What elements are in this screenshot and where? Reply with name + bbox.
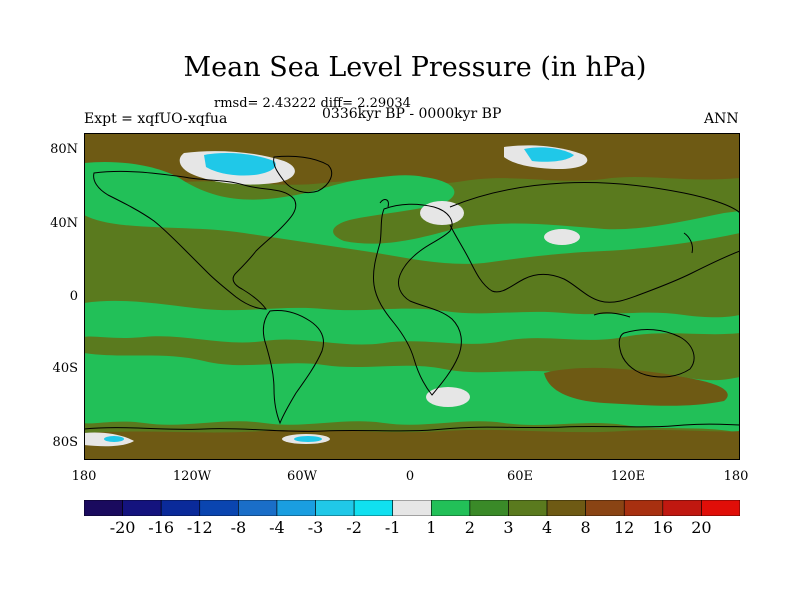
colorbar-label-3: -8 bbox=[230, 518, 247, 537]
colorbar-swatch-12 bbox=[546, 500, 586, 516]
field-gray-south-atlantic bbox=[426, 387, 470, 407]
field-cyan-weddell bbox=[104, 436, 124, 442]
coast-asia bbox=[449, 181, 740, 303]
lon-label-60e: 60E bbox=[506, 469, 534, 484]
lat-label-40n: 40N bbox=[50, 216, 78, 231]
field-tropical-green bbox=[84, 300, 740, 345]
coast-indonesia bbox=[593, 312, 631, 318]
season-label: ANN bbox=[704, 111, 739, 127]
lat-label-80n: 80N bbox=[50, 142, 78, 157]
field-antarctic-brown bbox=[84, 429, 740, 460]
coast-antarctica bbox=[84, 423, 740, 432]
field-gray-asia bbox=[544, 229, 580, 245]
coast-greenland bbox=[273, 155, 333, 194]
period-label: 0336kyr BP - 0000kyr BP bbox=[322, 106, 502, 122]
colorbar-label-14: 16 bbox=[652, 518, 673, 537]
colorbar-label-1: -16 bbox=[148, 518, 175, 537]
lon-label-60w: 60W bbox=[287, 469, 317, 484]
lon-label-180w: 180 bbox=[71, 469, 97, 484]
lat-label-0: 0 bbox=[69, 289, 78, 304]
colorbar-label-0: -20 bbox=[109, 518, 136, 537]
colorbar-label-5: -3 bbox=[307, 518, 324, 537]
colorbar-label-7: -1 bbox=[384, 518, 401, 537]
coast-europe-africa bbox=[373, 203, 462, 396]
lat-label-40s: 40S bbox=[52, 361, 78, 376]
colorbar-swatch-14 bbox=[623, 500, 664, 516]
colorbar-swatch-5 bbox=[276, 500, 316, 516]
lat-label-80s: 80S bbox=[52, 435, 78, 450]
pressure-map bbox=[84, 133, 740, 460]
colorbar-label-9: 2 bbox=[464, 518, 475, 537]
field-cyan-siberia bbox=[524, 147, 574, 162]
field-south-brown bbox=[544, 367, 728, 406]
lon-label-120w: 120W bbox=[172, 469, 212, 484]
colorbar-swatch-1 bbox=[122, 500, 162, 516]
colorbar-swatch-3 bbox=[199, 500, 239, 516]
colorbar-label-15: 20 bbox=[691, 518, 712, 537]
colorbar-label-4: -4 bbox=[269, 518, 285, 537]
stats-label: rmsd= 2.43222 diff= 2.29034 bbox=[214, 96, 411, 111]
coast-south-america bbox=[262, 310, 324, 425]
colorbar-label-6: -2 bbox=[346, 518, 362, 537]
coast-japan bbox=[683, 232, 693, 254]
colorbar-label-10: 3 bbox=[503, 518, 514, 537]
lon-label-120e: 120E bbox=[610, 469, 646, 484]
colorbar-swatch-10 bbox=[469, 500, 509, 516]
coastlines bbox=[84, 155, 740, 432]
colorbar-label-13: 12 bbox=[614, 518, 635, 537]
colorbar bbox=[84, 500, 740, 516]
field-gray-europe bbox=[420, 201, 464, 225]
colorbar-swatch-0 bbox=[84, 500, 123, 516]
coast-north-america bbox=[93, 170, 297, 310]
colorbar-swatch-6 bbox=[315, 500, 355, 516]
colorbar-label-2: -12 bbox=[186, 518, 213, 537]
field-south-green bbox=[84, 353, 740, 433]
colorbar-swatch-4 bbox=[238, 500, 278, 516]
field-cyan-ross bbox=[294, 436, 322, 442]
colorbar-swatch-7 bbox=[353, 500, 394, 516]
colorbar-label-8: 1 bbox=[426, 518, 437, 537]
lon-label-180e: 180 bbox=[723, 469, 749, 484]
plot-title: Mean Sea Level Pressure (in hPa) bbox=[183, 52, 647, 83]
colorbar-label-12: 8 bbox=[580, 518, 591, 537]
coast-uk bbox=[379, 199, 389, 208]
colorbar-swatch-11 bbox=[508, 500, 548, 516]
colorbar-swatch-9 bbox=[430, 500, 471, 516]
colorbar-swatch-16 bbox=[701, 500, 740, 516]
field-cyan-arctic-canada bbox=[204, 153, 276, 176]
lon-label-0: 0 bbox=[405, 469, 415, 484]
colorbar-label-11: 4 bbox=[542, 518, 553, 537]
colorbar-swatch-15 bbox=[662, 500, 702, 516]
colorbar-swatch-13 bbox=[585, 500, 625, 516]
coast-australia bbox=[618, 329, 695, 378]
experiment-label: Expt = xqfUO-xqfua bbox=[84, 111, 228, 127]
colorbar-swatch-2 bbox=[160, 500, 201, 516]
colorbar-swatch-8 bbox=[392, 500, 432, 516]
